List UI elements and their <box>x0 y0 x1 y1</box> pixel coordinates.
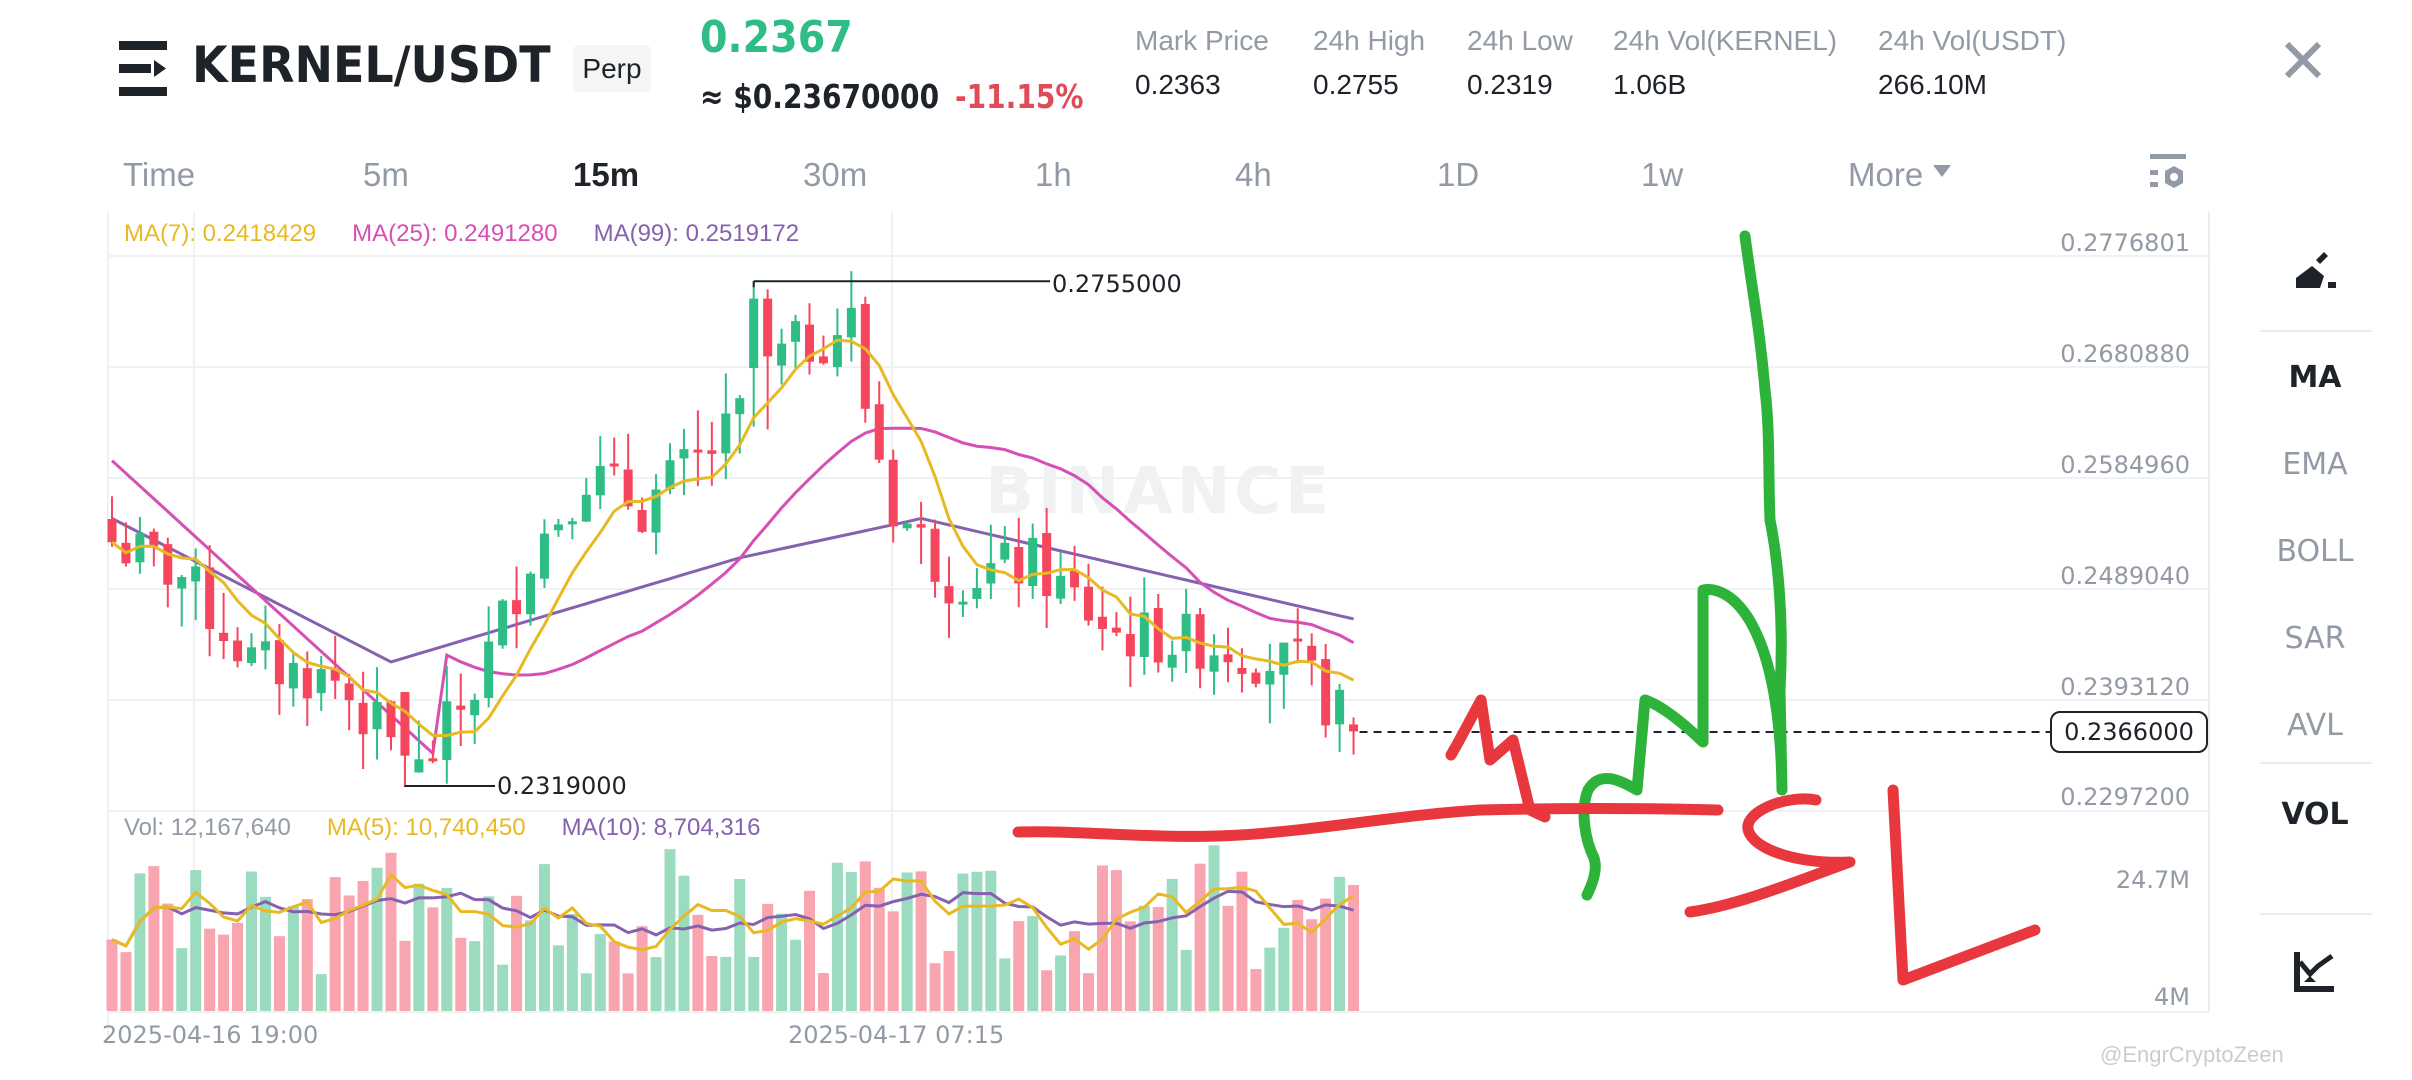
stat-value: 0.2363 <box>1135 69 1221 100</box>
tab-time[interactable]: Time <box>123 156 196 193</box>
ma-legend: MA(7): 0.2418429 MA(25): 0.2491280 MA(99):… <box>124 218 835 250</box>
divider <box>2260 762 2372 764</box>
usd-price: ≈ $0.23670000 <box>700 77 940 116</box>
drawing-tool-icon[interactable] <box>2294 248 2338 292</box>
time-axis-label: 2025-04-17 07:15 <box>788 1021 1005 1049</box>
close-icon[interactable] <box>2283 40 2323 80</box>
volume-axis-label: 4M <box>2154 983 2190 1011</box>
contract-type-badge: Perp <box>573 45 651 92</box>
stat-mark-price: Mark Price 0.2363 <box>1135 22 1269 104</box>
stat-value: 266.10M <box>1878 69 1987 100</box>
price-change-percent: -11.15% <box>955 77 1084 116</box>
stat-value: 1.06B <box>1613 69 1687 100</box>
price-axis-label: 0.2489040 <box>2060 562 2190 590</box>
tab-1d[interactable]: 1D <box>1437 156 1480 193</box>
price-axis-label: 0.2297200 <box>2060 783 2190 811</box>
tool-ma[interactable]: MA <box>2288 360 2342 395</box>
vol-ma10-value: MA(10): 8,704,316 <box>561 814 761 841</box>
tab-more[interactable]: More <box>1848 152 1952 198</box>
tab-more-label: More <box>1848 156 1924 193</box>
tool-sar[interactable]: SAR <box>2284 621 2346 656</box>
indicator-chart-icon[interactable] <box>2292 950 2336 994</box>
pair-title[interactable]: KERNEL/USDT <box>192 36 551 94</box>
divider <box>2260 330 2372 332</box>
current-price-tag: 0.2366000 <box>2050 711 2208 753</box>
ma99-value: MA(99): 0.2519172 <box>593 220 800 247</box>
stat-label: 24h Vol(KERNEL) <box>1613 25 1838 56</box>
vol-value: Vol: 12,167,640 <box>124 814 291 841</box>
tool-boll[interactable]: BOLL <box>2276 534 2354 569</box>
author-watermark: @EngrCryptoZeen <box>2100 1042 2284 1067</box>
caret-down-icon <box>1933 165 1952 178</box>
volume-axis-label: 24.7M <box>2115 866 2190 894</box>
time-axis-label: 2025-04-16 19:00 <box>102 1021 319 1049</box>
tab-5m[interactable]: 5m <box>363 156 409 193</box>
stat-24h-vol-quote: 24h Vol(USDT) 266.10M <box>1878 22 2066 104</box>
high-price-marker: 0.2755000 <box>1052 270 1182 298</box>
tool-ema[interactable]: EMA <box>2282 447 2348 482</box>
price-axis-label: 0.2584960 <box>2060 451 2190 479</box>
price-axis-label: 0.2776801 <box>2060 229 2190 257</box>
stat-24h-vol-base: 24h Vol(KERNEL) 1.06B <box>1613 22 1837 104</box>
tool-vol[interactable]: VOL <box>2281 797 2349 832</box>
tool-avl[interactable]: AVL <box>2287 708 2343 743</box>
tab-1w[interactable]: 1w <box>1641 156 1684 193</box>
price-axis-label: 0.2680880 <box>2060 340 2190 368</box>
ma7-value: MA(7): 0.2418429 <box>124 220 317 247</box>
tab-1h[interactable]: 1h <box>1035 156 1072 193</box>
price-axis-label: 0.2393120 <box>2060 673 2190 701</box>
stat-label: Mark Price <box>1135 25 1269 56</box>
stat-value: 0.2755 <box>1313 69 1399 100</box>
chart-settings-icon[interactable] <box>2150 154 2186 194</box>
stat-label: 24h Vol(USDT) <box>1878 25 2067 56</box>
tab-15m[interactable]: 15m <box>573 156 640 193</box>
divider <box>2260 913 2372 915</box>
exchange-watermark: BINANCE <box>985 455 1333 529</box>
stat-label: 24h Low <box>1467 25 1573 56</box>
last-price: 0.2367 <box>700 12 853 63</box>
stat-24h-low: 24h Low 0.2319 <box>1467 22 1573 104</box>
volume-legend: Vol: 12,167,640 MA(5): 10,740,450 MA(10): … <box>124 812 796 844</box>
chart-area[interactable] <box>108 212 2210 1012</box>
stat-24h-high: 24h High 0.2755 <box>1313 22 1425 104</box>
stat-value: 0.2319 <box>1467 69 1553 100</box>
tab-4h[interactable]: 4h <box>1235 156 1272 193</box>
drawer-menu-icon[interactable] <box>119 41 167 96</box>
ma25-value: MA(25): 0.2491280 <box>352 220 558 247</box>
low-price-marker: 0.2319000 <box>497 772 627 800</box>
tab-30m[interactable]: 30m <box>803 156 868 193</box>
stat-label: 24h High <box>1313 25 1426 56</box>
vol-ma5-value: MA(5): 10,740,450 <box>326 814 526 841</box>
